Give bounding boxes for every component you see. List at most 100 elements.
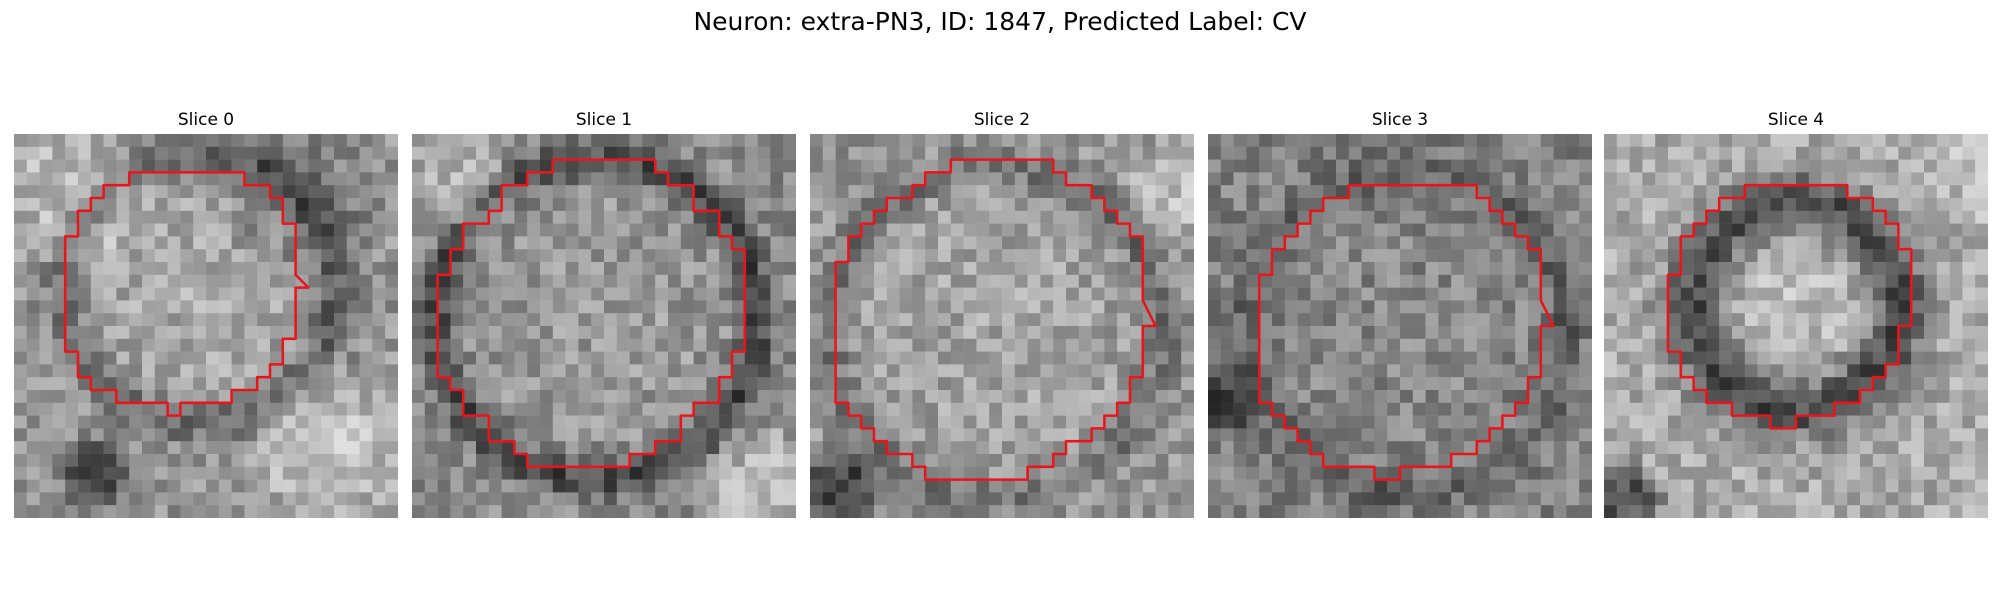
pixel	[1502, 262, 1516, 276]
pixel	[282, 159, 296, 173]
pixel	[1821, 146, 1835, 160]
pixel	[231, 441, 245, 455]
pixel	[1489, 466, 1503, 480]
pixel	[270, 210, 284, 224]
pixel	[886, 236, 900, 250]
pixel	[372, 198, 386, 212]
pixel	[963, 492, 977, 506]
pixel	[1104, 390, 1118, 404]
pixel	[1808, 454, 1822, 468]
pixel	[912, 172, 926, 186]
pixel	[1259, 390, 1273, 404]
pixel	[65, 364, 79, 378]
pixel	[385, 377, 398, 391]
pixel	[334, 249, 348, 263]
pixel	[1502, 223, 1516, 237]
pixel	[1053, 223, 1067, 237]
pixel	[680, 262, 694, 276]
pixel	[1566, 274, 1580, 288]
pixel	[1387, 479, 1401, 493]
pixel	[989, 274, 1003, 288]
pixel	[1719, 415, 1733, 429]
pixel	[1540, 338, 1554, 352]
pixel	[1117, 505, 1131, 518]
pixel	[1579, 351, 1592, 365]
pixel	[693, 185, 707, 199]
pixel	[1040, 402, 1054, 416]
pixel	[488, 479, 502, 493]
pixel	[476, 326, 490, 340]
pixel	[1706, 198, 1720, 212]
pixel	[822, 274, 836, 288]
pixel	[1078, 262, 1092, 276]
pixel	[180, 428, 194, 442]
pixel	[116, 428, 130, 442]
pixel	[950, 313, 964, 327]
pixel-grid	[1208, 134, 1592, 518]
pixel	[1834, 505, 1848, 518]
pixel	[1834, 159, 1848, 173]
pixel	[1091, 390, 1105, 404]
pixel	[1642, 454, 1656, 468]
pixel	[783, 198, 796, 212]
pixel	[1924, 428, 1938, 442]
pixel	[680, 505, 694, 518]
pixel	[1489, 415, 1503, 429]
pixel	[116, 210, 130, 224]
pixel	[1412, 262, 1426, 276]
pixel	[655, 441, 669, 455]
pixel	[540, 134, 554, 148]
pixel	[1668, 262, 1682, 276]
pixel	[1962, 134, 1976, 148]
pixel	[488, 351, 502, 365]
pixel	[668, 223, 682, 237]
pixel	[1770, 364, 1784, 378]
pixel	[1540, 390, 1554, 404]
pixel	[1808, 402, 1822, 416]
pixel	[154, 326, 168, 340]
pixel	[1847, 287, 1861, 301]
pixel	[1208, 249, 1222, 263]
pixel	[1117, 326, 1131, 340]
pixel	[1348, 415, 1362, 429]
pixel	[1002, 300, 1016, 314]
pixel	[810, 364, 824, 378]
pixel	[578, 402, 592, 416]
pixel	[90, 236, 104, 250]
pixel	[154, 415, 168, 429]
pixel	[744, 326, 758, 340]
pixel	[527, 313, 541, 327]
pixel	[616, 441, 630, 455]
pixel	[757, 146, 771, 160]
pixel	[1181, 505, 1194, 518]
red-contour	[1666, 183, 1913, 430]
pixel	[1310, 326, 1324, 340]
pixel	[1924, 390, 1938, 404]
pixel	[706, 505, 720, 518]
pixel	[732, 390, 746, 404]
pixel	[1425, 364, 1439, 378]
pixel	[334, 185, 348, 199]
pixel	[1629, 479, 1643, 493]
pixel	[1693, 300, 1707, 314]
pixel	[1706, 479, 1720, 493]
pixel	[1476, 364, 1490, 378]
pixel	[1117, 428, 1131, 442]
pixel	[591, 249, 605, 263]
pixel	[874, 351, 888, 365]
pixel	[295, 390, 309, 404]
pixel	[359, 134, 373, 148]
pixel	[1489, 454, 1503, 468]
pixel	[1323, 454, 1337, 468]
pixel	[861, 210, 875, 224]
pixel	[321, 402, 335, 416]
pixel	[963, 159, 977, 173]
pixel	[1616, 351, 1630, 365]
pixel	[1962, 159, 1976, 173]
pixel	[1540, 210, 1554, 224]
pixel	[693, 274, 707, 288]
pixel	[1783, 505, 1797, 518]
pixel	[578, 492, 592, 506]
pixel	[1975, 262, 1988, 276]
pixel	[1130, 390, 1144, 404]
